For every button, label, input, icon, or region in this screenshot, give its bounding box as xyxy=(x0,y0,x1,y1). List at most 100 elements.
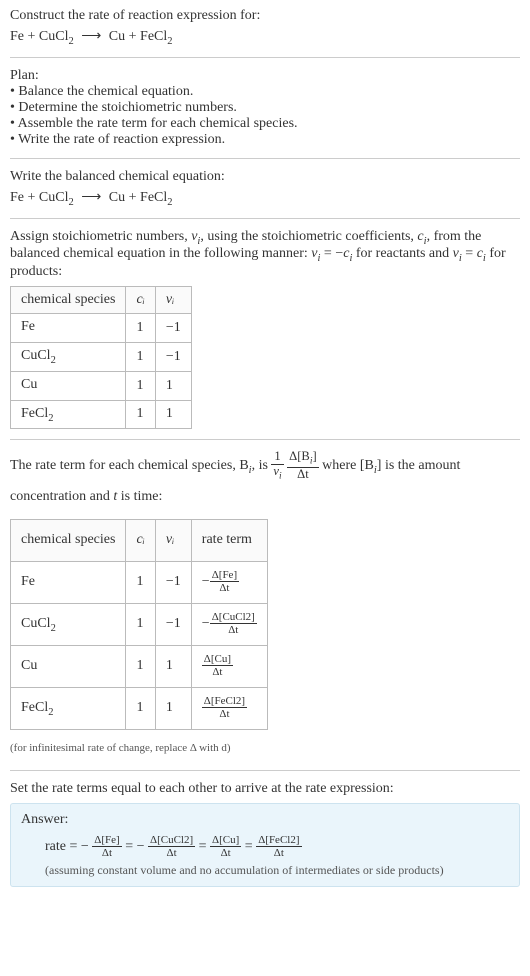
arrow-icon: ⟶ xyxy=(77,190,105,205)
plan-item: Determine the stoichiometric numbers. xyxy=(10,100,520,116)
frac-den: Δt xyxy=(92,847,121,859)
frac-num: Δ[CuCl2] xyxy=(148,834,195,847)
frac-num: Δ[Bi] xyxy=(287,450,319,468)
set-title: Set the rate terms equal to each other t… xyxy=(10,781,520,797)
frac-den: Δt xyxy=(210,624,257,636)
frac-den: Δt xyxy=(202,708,247,720)
plan-title: Plan: xyxy=(10,68,520,84)
table-row: Cu 1 1 Δ[Cu]Δt xyxy=(11,645,268,687)
balanced-rhs: Cu + FeCl xyxy=(109,190,167,205)
stoich-table: chemical species cᵢ νᵢ Fe 1 −1 CuCl2 1 −… xyxy=(10,286,192,429)
cell-nu: 1 xyxy=(155,371,191,400)
assign-text: for reactants and xyxy=(352,246,452,261)
table-row: Fe 1 −1 −Δ[Fe]Δt xyxy=(11,561,268,603)
species-text: Fe xyxy=(21,319,35,334)
rate-frac: Δ[FeCl2]Δt xyxy=(256,834,301,859)
col-ci: cᵢ xyxy=(126,287,155,314)
divider xyxy=(10,439,520,440)
divider xyxy=(10,770,520,771)
nu-sub: i xyxy=(279,472,282,482)
rate-frac: Δ[Fe]Δt xyxy=(210,569,239,594)
cell-species: Cu xyxy=(11,371,126,400)
plan-section: Plan: Balance the chemical equation. Det… xyxy=(10,68,520,148)
table-header-row: chemical species cᵢ νᵢ xyxy=(11,287,192,314)
balanced-rhs-sub: 2 xyxy=(167,197,172,208)
table-row: FeCl2 1 1 Δ[FeCl2]Δt xyxy=(11,687,268,729)
assign-section: Assign stoichiometric numbers, νi, using… xyxy=(10,229,520,430)
db-close: ] xyxy=(312,449,316,463)
rateterm-text: where [B xyxy=(322,458,374,473)
frac-num: Δ[Fe] xyxy=(210,569,239,582)
species-text: CuCl xyxy=(21,348,51,363)
answer-assume: (assuming constant volume and no accumul… xyxy=(21,863,509,878)
rate-frac: Δ[FeCl2]Δt xyxy=(202,695,247,720)
eq-sign: = xyxy=(199,839,210,854)
frac-num: Δ[FeCl2] xyxy=(202,695,247,708)
species-text: Fe xyxy=(21,574,35,589)
cell-nu: 1 xyxy=(155,645,191,687)
cell-c: 1 xyxy=(126,561,155,603)
neg-sign: − xyxy=(202,616,210,631)
rateterm-text: is time: xyxy=(117,489,162,504)
col-species: chemical species xyxy=(11,520,126,562)
table-row: CuCl2 1 −1 −Δ[CuCl2]Δt xyxy=(11,603,268,645)
cell-species: Fe xyxy=(11,314,126,343)
plan-item: Assemble the rate term for each chemical… xyxy=(10,116,520,132)
cell-rateterm: Δ[FeCl2]Δt xyxy=(191,687,267,729)
cell-c: 1 xyxy=(126,400,155,429)
balanced-equation: Fe + CuCl2 ⟶ Cu + FeCl2 xyxy=(10,189,520,208)
col-ci: cᵢ xyxy=(126,520,155,562)
frac-den: Δt xyxy=(256,847,301,859)
answer-box: Answer: rate = − Δ[Fe]Δt = − Δ[CuCl2]Δt … xyxy=(10,803,520,887)
col-nui: νᵢ xyxy=(155,287,191,314)
cell-nu: −1 xyxy=(155,342,191,371)
cell-nu: −1 xyxy=(155,561,191,603)
cell-nu: 1 xyxy=(155,687,191,729)
rate-frac: Δ[Fe]Δt xyxy=(92,834,121,859)
construct-rhs-sub: 2 xyxy=(167,36,172,47)
species-sub: 2 xyxy=(51,623,56,634)
cell-species: Cu xyxy=(11,645,126,687)
eq-sign: = xyxy=(245,839,256,854)
cell-rateterm: −Δ[Fe]Δt xyxy=(191,561,267,603)
frac-den: Δt xyxy=(210,582,239,594)
construct-title: Construct the rate of reaction expressio… xyxy=(10,8,520,24)
cell-c: 1 xyxy=(126,603,155,645)
species-sub: 2 xyxy=(48,706,53,717)
cell-species: CuCl2 xyxy=(11,342,126,371)
eq-mid: = − xyxy=(320,246,343,261)
cell-rateterm: −Δ[CuCl2]Δt xyxy=(191,603,267,645)
construct-lhs: Fe + CuCl xyxy=(10,29,68,44)
species-text: Cu xyxy=(21,658,37,673)
cell-c: 1 xyxy=(126,371,155,400)
cell-c: 1 xyxy=(126,342,155,371)
table-header-row: chemical species cᵢ νᵢ rate term xyxy=(11,520,268,562)
balanced-section: Write the balanced chemical equation: Fe… xyxy=(10,169,520,208)
frac-den: νi xyxy=(271,465,283,482)
cell-species: FeCl2 xyxy=(11,687,126,729)
answer-rate: rate = − Δ[Fe]Δt = − Δ[CuCl2]Δt = Δ[Cu]Δ… xyxy=(21,834,509,859)
divider xyxy=(10,218,520,219)
cell-species: Fe xyxy=(11,561,126,603)
frac-den: Δt xyxy=(148,847,195,859)
rate-frac: Δ[CuCl2]Δt xyxy=(148,834,195,859)
plan-item: Balance the chemical equation. xyxy=(10,84,520,100)
frac-den: Δt xyxy=(202,666,233,678)
construct-rhs: Cu + FeCl xyxy=(109,29,167,44)
neg-sign: − xyxy=(202,574,210,589)
plan-item: Write the rate of reaction expression. xyxy=(10,132,520,148)
answer-label: Answer: xyxy=(21,812,509,828)
table-row: CuCl2 1 −1 xyxy=(11,342,192,371)
balanced-lhs: Fe + CuCl xyxy=(10,190,68,205)
assign-text: , using the stoichiometric coefficients, xyxy=(200,229,417,244)
frac-num: Δ[Fe] xyxy=(92,834,121,847)
eq-sign: = xyxy=(125,839,136,854)
rate-frac: Δ[CuCl2]Δt xyxy=(210,611,257,636)
col-species: chemical species xyxy=(11,287,126,314)
cell-nu: −1 xyxy=(155,314,191,343)
cell-c: 1 xyxy=(126,645,155,687)
cell-species: CuCl2 xyxy=(11,603,126,645)
rateterm-text: The rate term for each chemical species,… xyxy=(10,458,249,473)
species-text: FeCl xyxy=(21,406,48,421)
cell-nu: 1 xyxy=(155,400,191,429)
